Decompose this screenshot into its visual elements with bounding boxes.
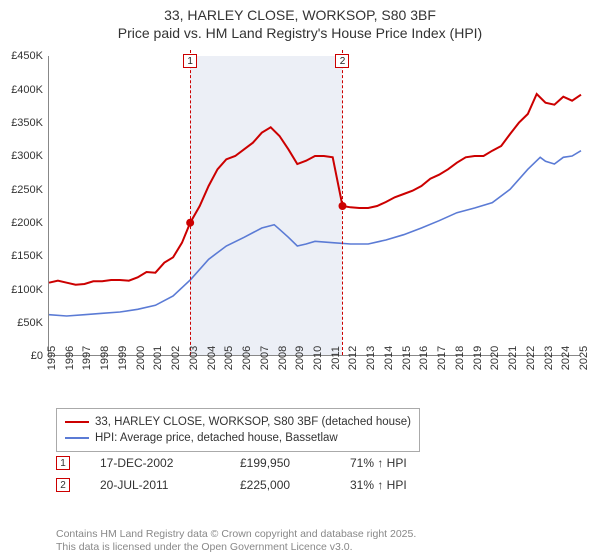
sale-price: £199,950 (240, 456, 320, 470)
y-tick-label: £50K (17, 317, 43, 329)
x-tick-label: 1999 (109, 346, 129, 370)
footer-line: Contains HM Land Registry data © Crown c… (56, 528, 416, 541)
hpi-line (49, 151, 581, 316)
legend-item-price-paid: 33, HARLEY CLOSE, WORKSOP, S80 3BF (deta… (65, 414, 411, 430)
sale-marker-box: 2 (56, 478, 70, 492)
sale-price: £225,000 (240, 478, 320, 492)
x-tick-label: 2003 (180, 346, 200, 370)
sale-row: 2 20-JUL-2011 £225,000 31% ↑ HPI (56, 474, 440, 496)
chart-svg (49, 56, 580, 355)
sales-table: 1 17-DEC-2002 £199,950 71% ↑ HPI 2 20-JU… (56, 452, 440, 496)
sale-marker-box: 1 (56, 456, 70, 470)
title-block: 33, HARLEY CLOSE, WORKSOP, S80 3BF Price… (0, 0, 600, 46)
y-tick-label: £100K (11, 284, 43, 296)
y-tick-label: £250K (11, 184, 43, 196)
sale-date: 17-DEC-2002 (100, 456, 210, 470)
legend-swatch-red (65, 421, 89, 423)
title-line-1: 33, HARLEY CLOSE, WORKSOP, S80 3BF (0, 6, 600, 24)
y-tick-label: £450K (11, 50, 43, 62)
sale-row: 1 17-DEC-2002 £199,950 71% ↑ HPI (56, 452, 440, 474)
sale-hpi: 71% ↑ HPI (350, 456, 440, 470)
legend: 33, HARLEY CLOSE, WORKSOP, S80 3BF (deta… (56, 408, 420, 452)
sale-marker-box: 2 (335, 54, 349, 68)
sale-date: 20-JUL-2011 (100, 478, 210, 492)
chart-container: 33, HARLEY CLOSE, WORKSOP, S80 3BF Price… (0, 0, 600, 560)
x-tick-label: 2007 (251, 346, 271, 370)
x-tick-label: 1995 (38, 346, 58, 370)
x-tick-label: 2025 (570, 346, 590, 370)
y-tick-label: £300K (11, 150, 43, 162)
x-axis: 1995199619971998199920002001200220032004… (48, 358, 580, 406)
sale-vline (190, 50, 191, 355)
sale-hpi: 31% ↑ HPI (350, 478, 440, 492)
legend-swatch-blue (65, 437, 89, 439)
y-tick-label: £150K (11, 250, 43, 262)
footer-line: This data is licensed under the Open Gov… (56, 541, 416, 554)
footer: Contains HM Land Registry data © Crown c… (56, 528, 416, 554)
sale-marker-box: 1 (183, 54, 197, 68)
chart-area: £0£50K£100K£150K£200K£250K£300K£350K£400… (0, 46, 600, 406)
legend-label: HPI: Average price, detached house, Bass… (95, 432, 338, 444)
x-tick-label: 2022 (517, 346, 537, 370)
y-tick-label: £400K (11, 84, 43, 96)
legend-item-hpi: HPI: Average price, detached house, Bass… (65, 430, 411, 446)
x-tick-label: 2014 (375, 346, 395, 370)
price-paid-line (49, 94, 581, 285)
y-tick-label: £350K (11, 117, 43, 129)
legend-label: 33, HARLEY CLOSE, WORKSOP, S80 3BF (deta… (95, 416, 411, 428)
title-line-2: Price paid vs. HM Land Registry's House … (0, 24, 600, 42)
x-tick-label: 2010 (304, 346, 324, 370)
y-tick-label: £200K (11, 217, 43, 229)
plot-area: 12 (48, 56, 580, 356)
y-axis: £0£50K£100K£150K£200K£250K£300K£350K£400… (0, 56, 46, 356)
x-tick-label: 2018 (446, 346, 466, 370)
sale-vline (342, 50, 343, 355)
